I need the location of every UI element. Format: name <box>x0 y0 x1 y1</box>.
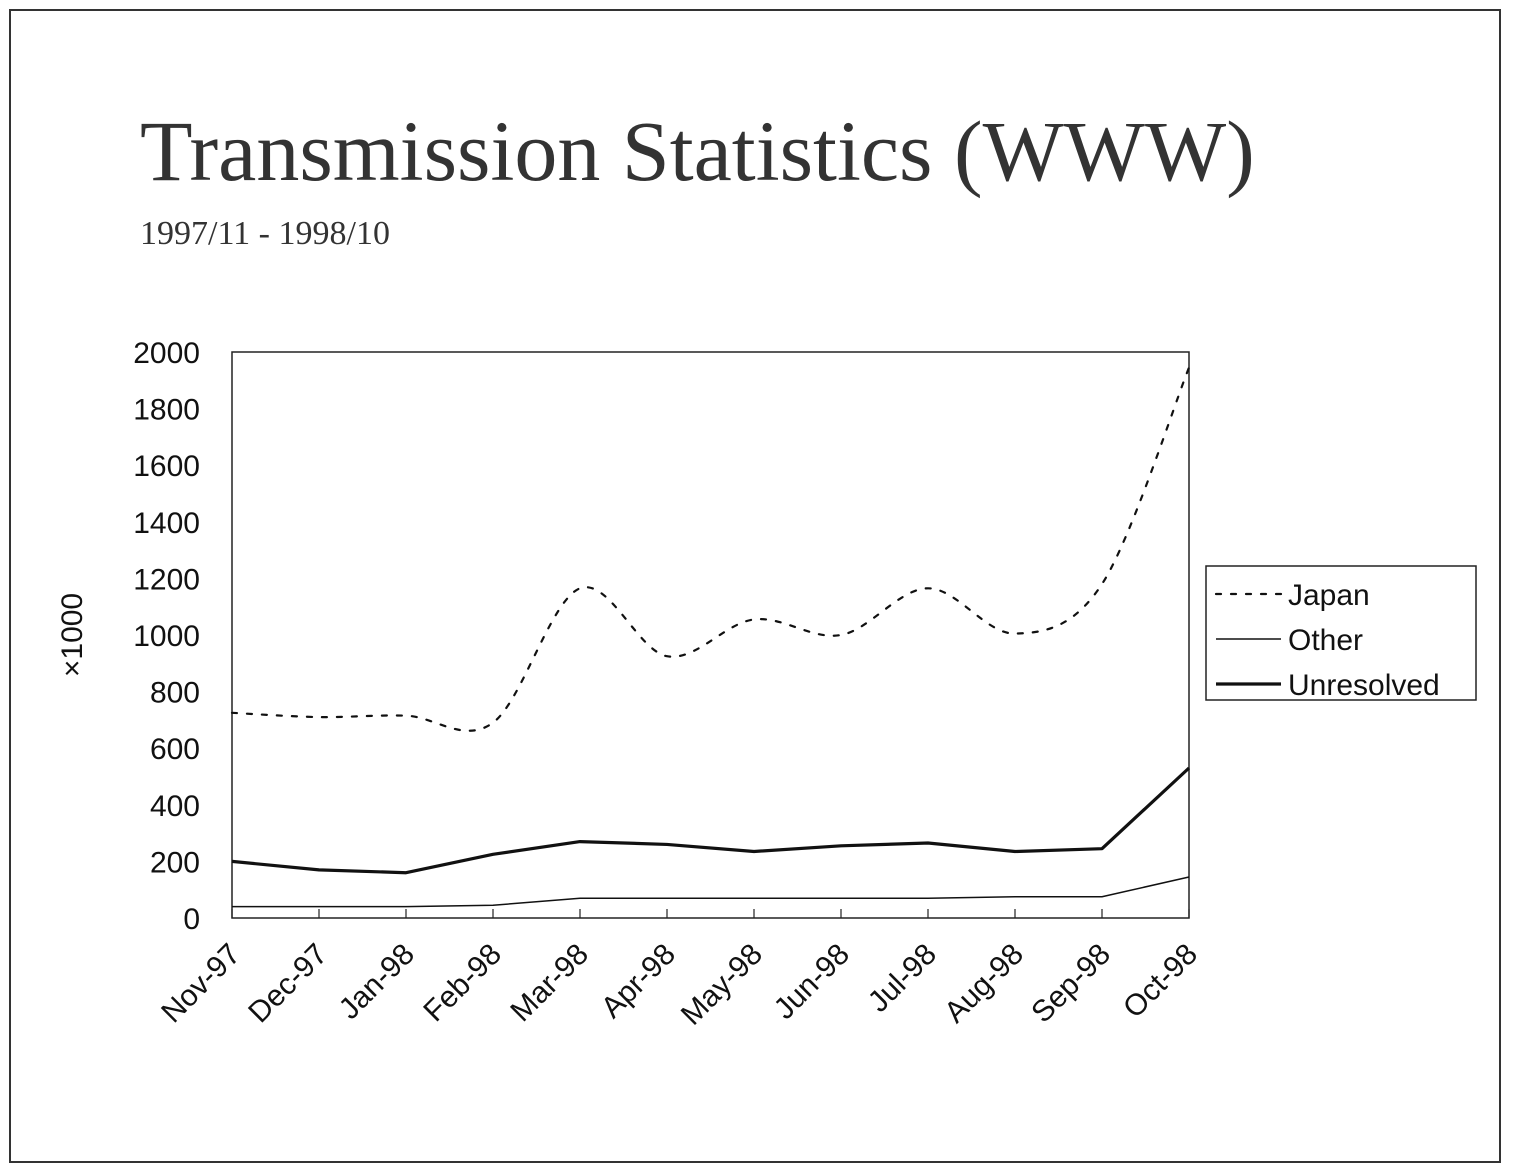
y-tick-label: 600 <box>150 733 200 766</box>
x-tick-label: Oct-98 <box>1117 938 1204 1025</box>
y-tick-label: 400 <box>150 790 200 823</box>
plot-area <box>231 351 1190 919</box>
y-tick-label: 1200 <box>133 563 200 596</box>
y-tick-label: 800 <box>150 677 200 710</box>
x-tick-label: May-98 <box>675 938 769 1032</box>
slide-subtitle: 1997/11 - 1998/10 <box>140 215 390 252</box>
legend: Japan Other Unresolved <box>1205 565 1477 702</box>
x-tick-label: Jun-98 <box>768 938 856 1026</box>
x-tick-label: Mar-98 <box>504 938 595 1029</box>
series-lines <box>230 366 1191 908</box>
x-tick-label: Jul-98 <box>862 938 943 1019</box>
y-axis-tick-labels: 0 200 400 600 800 1000 1200 1400 1600 1800 2000 <box>133 337 200 936</box>
y-tick-label: 1600 <box>133 450 200 483</box>
x-tick-label: Sep-98 <box>1025 938 1117 1030</box>
slide-title: Transmission Statistics (WWW) <box>140 103 1255 199</box>
series-line-japan <box>230 366 1191 732</box>
y-tick-label: 0 <box>183 903 200 936</box>
tick-marks <box>231 909 1190 918</box>
y-tick-label: 1400 <box>133 507 200 540</box>
y-tick-label: 2000 <box>133 337 200 370</box>
legend-box <box>1205 565 1477 701</box>
x-tick-label: Jan-98 <box>333 938 421 1026</box>
legend-label-other: Other <box>1288 624 1363 657</box>
y-axis-label: ×1000 <box>56 593 89 677</box>
x-tick-label: Apr-98 <box>595 938 682 1025</box>
series-line-unresolved <box>231 766 1191 875</box>
legend-label-japan: Japan <box>1288 579 1370 612</box>
y-tick-label: 1000 <box>133 620 200 653</box>
x-tick-label: Nov-97 <box>155 938 247 1030</box>
y-tick-label: 1800 <box>133 394 200 427</box>
x-tick-label: Dec-97 <box>242 938 334 1030</box>
legend-label-unresolved: Unresolved <box>1288 669 1440 702</box>
series-line-other <box>232 876 1190 908</box>
x-tick-label: Aug-98 <box>938 938 1030 1030</box>
y-tick-label: 200 <box>150 846 200 879</box>
x-tick-label: Feb-98 <box>417 938 508 1029</box>
